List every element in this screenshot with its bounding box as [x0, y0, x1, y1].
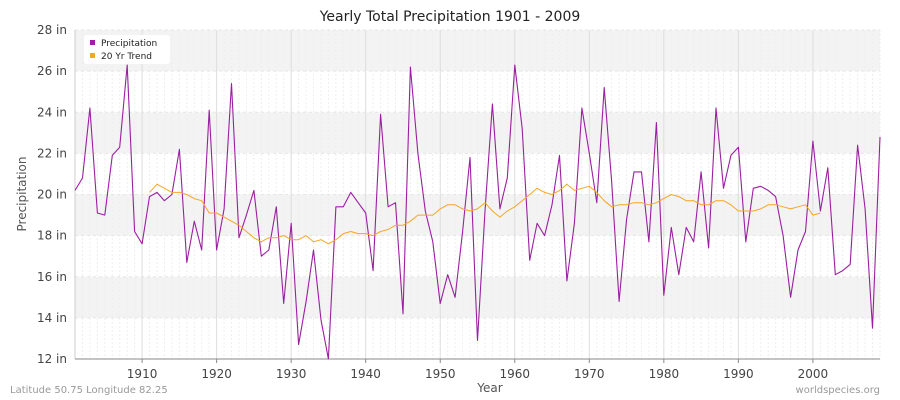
x-tick-label: 1950 — [425, 367, 456, 381]
y-tick-label: 24 in — [37, 105, 67, 119]
footer-location: Latitude 50.75 Longitude 82.25 — [10, 385, 168, 396]
legend-swatch-precipitation — [90, 40, 95, 45]
y-tick-labels: 12 in 14 in 16 in 18 in 20 in 22 in 24 in 26 in… — [37, 23, 67, 366]
legend-box — [84, 35, 170, 64]
x-tick-labels: 1910 1920 1930 1940 1950 1960 1970 1980 1990 2000 — [127, 359, 828, 381]
y-tick-label: 12 in — [37, 352, 67, 366]
x-tick-label: 1910 — [127, 367, 158, 381]
chart-title: Yearly Total Precipitation 1901 - 2009 — [319, 9, 581, 25]
series-layer — [74, 64, 881, 360]
x-tick-label: 2000 — [798, 367, 829, 381]
legend-swatch-trend — [90, 53, 95, 58]
legend-label-trend: 20 Yr Trend — [101, 52, 152, 62]
x-tick-label: 1970 — [574, 367, 605, 381]
legend-label-precipitation: Precipitation — [101, 39, 157, 49]
x-axis-label: Year — [476, 381, 502, 395]
y-tick-label: 26 in — [37, 64, 67, 78]
y-tick-label: 16 in — [37, 270, 67, 284]
y-tick-label: 18 in — [37, 229, 67, 243]
x-tick-label: 1920 — [201, 367, 232, 381]
x-tick-label: 1990 — [723, 367, 754, 381]
y-axis-label: Precipitation — [15, 156, 29, 231]
x-tick-label: 1940 — [350, 367, 381, 381]
y-tick-label: 28 in — [37, 23, 67, 37]
precipitation-series-line — [74, 64, 881, 360]
y-tick-label: 22 in — [37, 146, 67, 160]
x-tick-label: 1960 — [499, 367, 530, 381]
x-tick-label: 1930 — [276, 367, 307, 381]
y-tick-label: 20 in — [37, 188, 67, 202]
legend: Precipitation 20 Yr Trend — [84, 35, 170, 64]
y-tick-label: 14 in — [37, 311, 67, 325]
x-tick-label: 1980 — [649, 367, 680, 381]
trend-series-line — [149, 183, 821, 245]
footer-source: worldspecies.org — [796, 385, 880, 396]
